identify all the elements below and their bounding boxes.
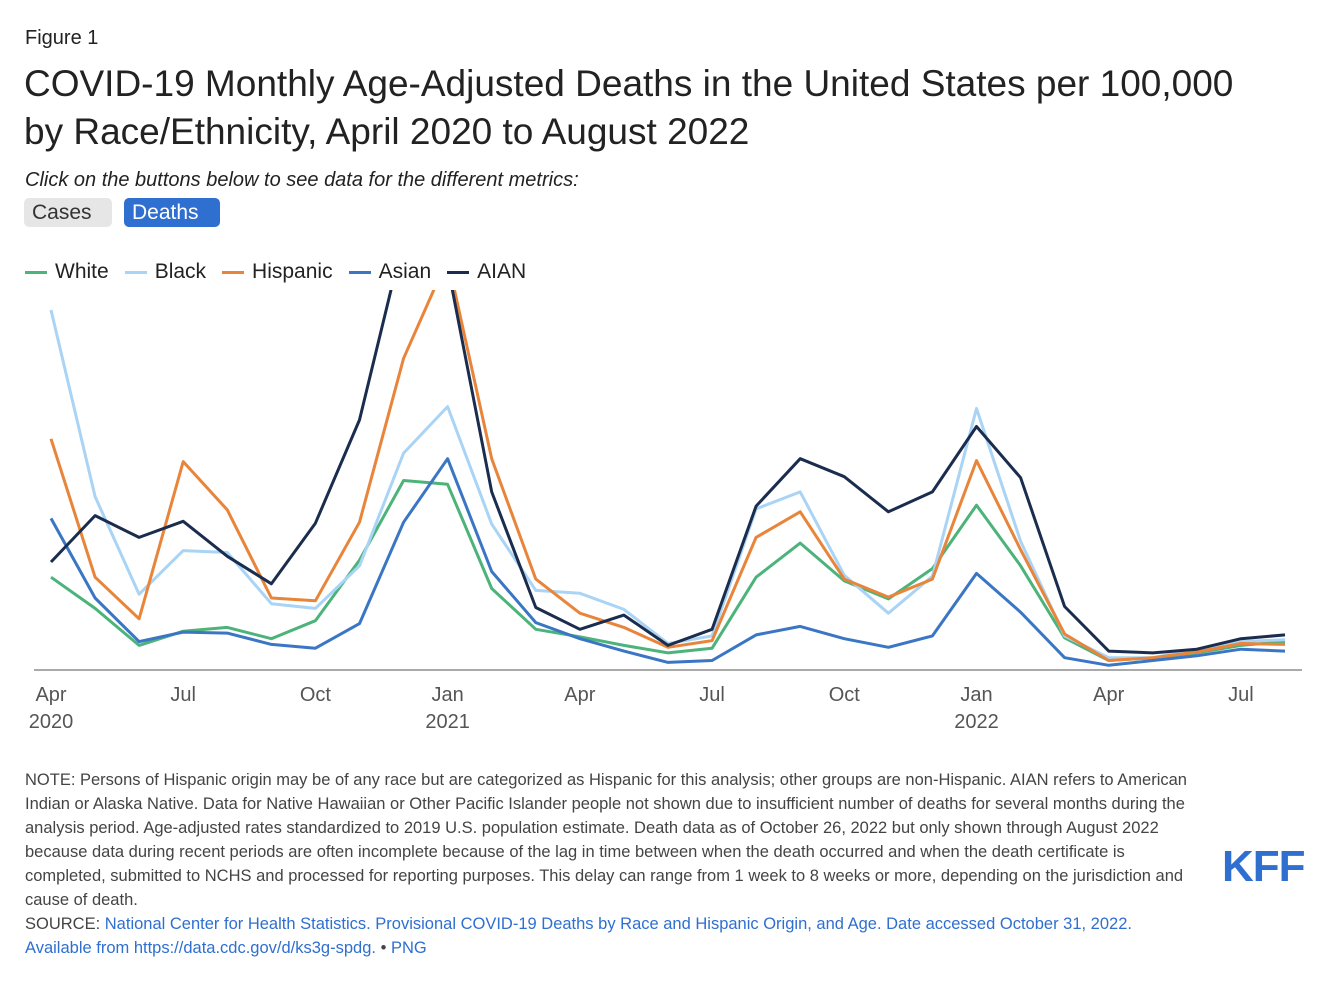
legend-label: Hispanic: [252, 260, 333, 283]
series-line-asian[interactable]: [49, 457, 1286, 667]
legend-item-white[interactable]: White: [25, 260, 109, 284]
legend-item-hispanic[interactable]: Hispanic: [222, 260, 333, 284]
chart-title: COVID-19 Monthly Age-Adjusted Deaths in …: [24, 63, 1234, 152]
legend-swatch: [348, 270, 371, 274]
chart-source: SOURCE: National Center for Health Stati…: [25, 912, 1200, 960]
deaths-button[interactable]: Deaths: [124, 198, 220, 227]
x-tick-year: 2020: [29, 711, 74, 733]
cases-button[interactable]: Cases: [24, 198, 112, 227]
legend-item-aian[interactable]: AIAN: [447, 260, 526, 284]
series-line-black[interactable]: [49, 309, 1286, 660]
chart-subtitle: Click on the buttons below to see data f…: [25, 169, 579, 191]
legend-label: AIAN: [477, 260, 527, 283]
legend-swatch: [124, 270, 147, 274]
legend-swatch: [222, 270, 245, 274]
series-line-hispanic[interactable]: [49, 290, 1286, 662]
x-tick-label: Jan: [432, 684, 464, 706]
legend-label: White: [55, 260, 109, 283]
figure-label: Figure 1: [25, 27, 99, 49]
legend-swatch: [25, 270, 47, 274]
x-tick-label: Jul: [1228, 684, 1254, 706]
chart-legend: White Black Hispanic Asian AIAN: [25, 258, 542, 286]
kff-logo: KFF: [1222, 842, 1306, 891]
x-tick-label: Oct: [300, 684, 332, 706]
x-tick-label: Apr: [35, 684, 66, 706]
legend-swatch: [447, 270, 470, 274]
series-line-white[interactable]: [50, 479, 1286, 662]
source-link[interactable]: National Center for Health Statistics. P…: [25, 915, 1132, 957]
source-separator: •: [375, 939, 391, 957]
x-tick-year: 2022: [954, 711, 999, 733]
legend-item-black[interactable]: Black: [124, 260, 207, 284]
legend-label: Black: [154, 260, 207, 283]
x-tick-label: Apr: [1093, 684, 1124, 706]
series-line-aian[interactable]: [49, 290, 1286, 655]
png-link[interactable]: PNG: [390, 939, 427, 957]
source-prefix: SOURCE:: [25, 915, 105, 933]
x-tick-label: Oct: [829, 684, 861, 706]
x-tick-year: 2021: [425, 711, 470, 733]
x-tick-label: Jul: [170, 684, 196, 706]
line-chart: Apr 2020 Jul Oct Jan 2021 Apr Jul Oct Jan 2022 Apr J…: [29, 290, 1302, 733]
x-tick-label: Jan: [960, 684, 992, 706]
legend-label: Asian: [378, 260, 432, 283]
x-tick-label: Jul: [699, 684, 725, 706]
legend-item-asian[interactable]: Asian: [348, 260, 432, 284]
chart-note: NOTE: Persons of Hispanic origin may be …: [25, 771, 1187, 909]
x-tick-label: Apr: [564, 684, 595, 706]
